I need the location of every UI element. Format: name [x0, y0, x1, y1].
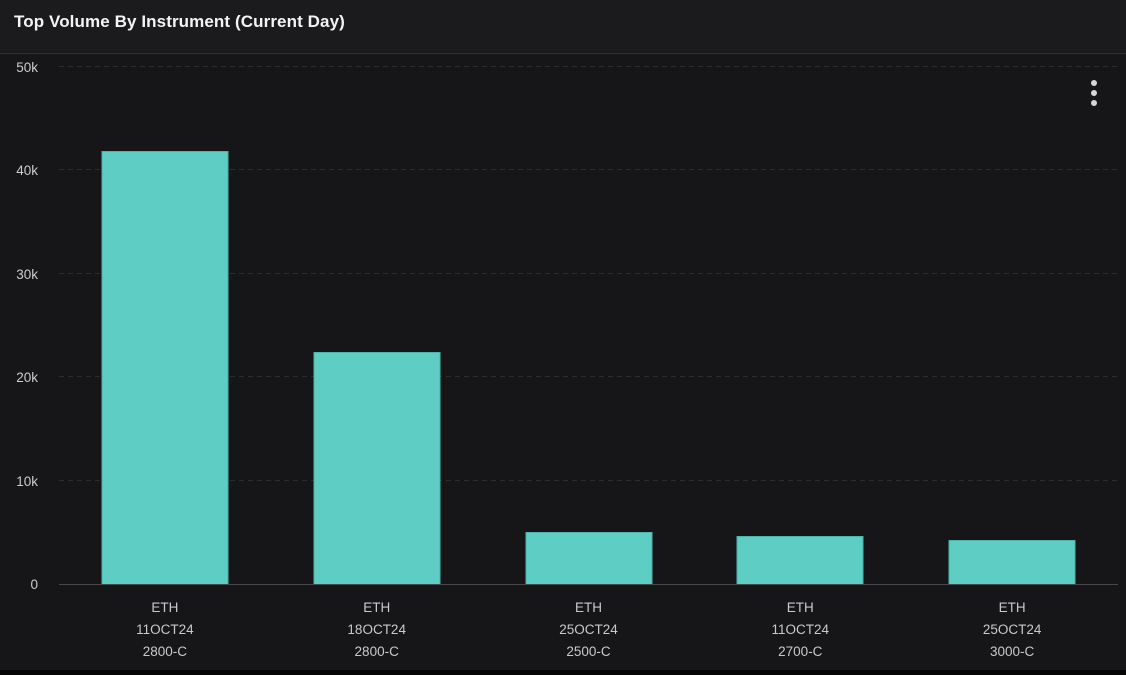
bar[interactable]	[313, 352, 441, 584]
x-axis-label: ETH 25OCT24 3000-C	[982, 600, 1042, 659]
panel-header: Top Volume By Instrument (Current Day)	[0, 0, 1126, 54]
y-axis-tick-label: 0	[30, 577, 38, 592]
bar[interactable]	[736, 535, 864, 584]
x-axis-label: ETH 18OCT24 2800-C	[347, 600, 406, 659]
y-axis-tick-label: 20k	[16, 370, 38, 386]
x-axis-label: ETH 25OCT24 2500-C	[559, 600, 618, 659]
y-axis-tick-label: 50k	[16, 60, 38, 75]
kebab-dot	[1091, 80, 1097, 86]
bar[interactable]	[948, 540, 1076, 584]
kebab-dot	[1091, 90, 1097, 96]
panel-title: Top Volume By Instrument (Current Day)	[14, 12, 345, 31]
gridline	[59, 272, 1118, 274]
gridline	[59, 169, 1118, 171]
x-axis-label: ETH 11OCT24 2700-C	[771, 600, 830, 659]
bar[interactable]	[525, 532, 652, 584]
kebab-dot	[1091, 100, 1097, 106]
y-axis-tick-label: 10k	[16, 473, 38, 489]
x-axis-label: ETH 11OCT24 2800-C	[136, 600, 194, 659]
y-axis-tick-label: 40k	[16, 163, 38, 179]
gridline	[59, 66, 1118, 67]
x-axis: ETH 11OCT24 2800-C ETH 18OCT24 2800-C ETH …	[59, 597, 1118, 667]
bar-chart: 0 10k 20k 30k 40k 50k ETH 11OCT24 2800-C ETH 1…	[0, 54, 1126, 670]
bar[interactable]	[101, 150, 229, 584]
bottom-strip	[0, 670, 1126, 675]
gridline	[59, 479, 1118, 481]
kebab-menu-icon[interactable]	[1086, 76, 1102, 110]
plot-area	[59, 66, 1118, 585]
y-axis-tick-label: 30k	[16, 266, 38, 282]
gridline	[59, 376, 1118, 378]
